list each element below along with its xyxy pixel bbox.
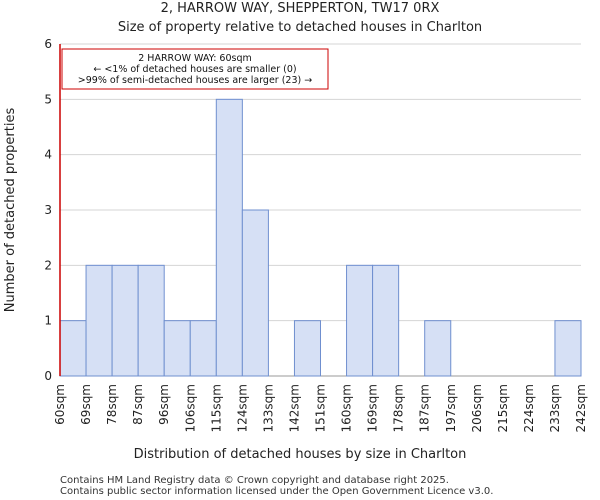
y-tick-label: 6 [44,37,52,51]
bar-106sqm [189,320,217,377]
y-tick-labels: 0 1 2 3 4 5 6 [44,37,52,383]
x-tick-label: 124sqm [235,384,249,432]
annotation-line-2: ← <1% of detached houses are smaller (0) [93,64,296,75]
x-tick-label: 169sqm [366,384,380,432]
bar-78sqm [111,264,139,377]
x-tick-label: 142sqm [287,384,301,432]
annotation-box: 2 HARROW WAY: 60sqm ← <1% of detached ho… [61,48,329,90]
x-tick-label: 187sqm [418,384,432,432]
y-tick-label: 3 [44,203,52,217]
bar-233sqm [554,320,582,377]
x-tick-label: 106sqm [183,384,197,432]
x-axis-label: Distribution of detached houses by size … [134,447,467,462]
bar-169sqm [372,264,400,377]
x-tick-label: 233sqm [548,384,562,432]
x-tick-label: 160sqm [340,384,354,432]
x-tick-label: 215sqm [496,384,510,432]
x-tick-label: 151sqm [314,384,328,432]
x-tick-label: 178sqm [392,384,406,432]
x-tick-label: 96sqm [157,384,171,425]
footer-line-2: Contains public sector information licen… [60,486,493,497]
y-tick-label: 5 [44,92,52,106]
x-tick-label: 133sqm [261,384,275,432]
x-tick-labels: 60sqm 69sqm 78sqm 87sqm 96sqm 106sqm 115sqm 124… [53,384,588,432]
footer-line-1: Contains HM Land Registry data © Crown c… [60,475,449,486]
bars [59,98,582,377]
chart-title: 2, HARROW WAY, SHEPPERTON, TW17 0RX [161,1,440,16]
x-tick-label: 197sqm [444,384,458,432]
bar-142sqm [293,320,322,377]
bar-96sqm [163,320,191,377]
bar-87sqm [137,264,165,377]
x-tick-label: 87sqm [131,384,145,425]
x-tick-label: 60sqm [53,384,67,425]
annotation-line-1: 2 HARROW WAY: 60sqm [138,53,252,64]
y-tick-label: 1 [44,314,52,328]
bar-187sqm [424,320,452,377]
bar-69sqm [85,264,113,377]
y-axis-label: Number of detached properties [3,108,18,313]
x-tick-label: 242sqm [574,384,588,432]
bar-124sqm [241,209,269,377]
x-tick-label: 224sqm [522,384,536,432]
bar-60sqm [59,320,87,377]
x-tick-label: 78sqm [105,384,119,425]
y-tick-label: 4 [44,148,52,162]
y-tick-label: 2 [44,258,52,272]
y-tick-label: 0 [44,369,52,383]
x-tick-label: 206sqm [470,384,484,432]
annotation-line-3: >99% of semi-detached houses are larger … [78,75,312,86]
bar-160sqm [346,264,374,377]
chart-subtitle: Size of property relative to detached ho… [118,20,482,35]
bar-115sqm [215,98,243,377]
x-tick-label: 69sqm [79,384,93,425]
x-tick-label: 115sqm [209,384,223,432]
